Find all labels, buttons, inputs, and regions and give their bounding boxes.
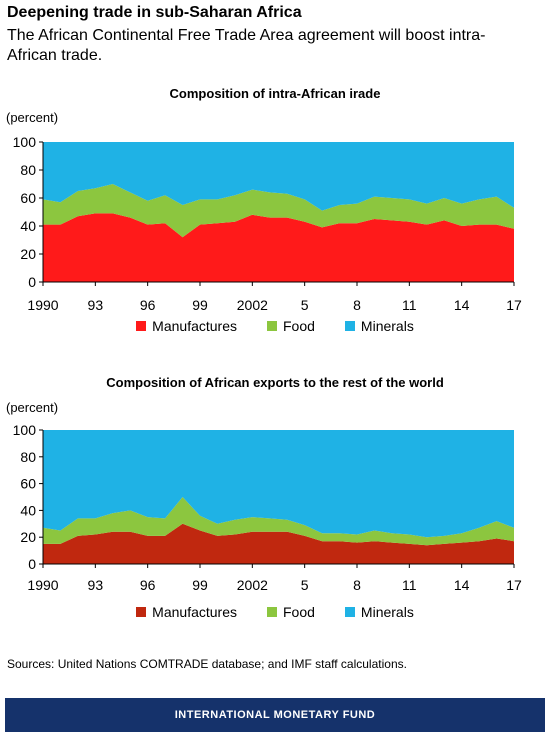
x-tick-label: 2002	[237, 297, 268, 313]
x-tick-label: 14	[454, 577, 470, 593]
x-tick-label: 17	[506, 297, 522, 313]
chart1-unit-label: (percent)	[6, 110, 59, 125]
chart1-legend: Manufactures Food Minerals	[0, 318, 550, 334]
y-tick-label: 20	[20, 246, 36, 262]
legend-item-minerals: Minerals	[344, 318, 414, 334]
legend-swatch	[344, 607, 355, 617]
legend-item-food: Food	[267, 604, 315, 620]
x-tick-label: 5	[301, 297, 309, 313]
area-food	[43, 184, 514, 238]
legend-label: Minerals	[360, 604, 414, 620]
area-minerals	[43, 142, 514, 211]
chart1-title: Composition of intra-African irade	[169, 86, 381, 101]
legend-item-food: Food	[267, 318, 315, 334]
y-tick-label: 40	[20, 218, 36, 234]
imf-footer: INTERNATIONAL MONETARY FUND	[5, 698, 545, 732]
x-tick-label: 2002	[237, 577, 268, 593]
x-tick-label: 17	[506, 577, 522, 593]
x-tick-label: 93	[88, 577, 104, 593]
x-tick-label: 96	[140, 577, 156, 593]
legend-label: Food	[283, 318, 315, 334]
x-tick-label: 14	[454, 297, 470, 313]
legend-item-manufactures: Manufactures	[136, 318, 237, 334]
y-tick-label: 0	[28, 274, 36, 290]
area-food	[43, 497, 514, 546]
y-tick-label: 80	[20, 162, 36, 178]
x-tick-label: 11	[402, 577, 417, 593]
legend-label: Food	[283, 604, 315, 620]
legend-label: Manufactures	[152, 318, 237, 334]
x-tick-label: 99	[192, 577, 208, 593]
y-tick-label: 60	[20, 190, 36, 206]
legend-item-minerals: Minerals	[344, 604, 414, 620]
legend-swatch	[267, 607, 277, 617]
x-tick-label: 1990	[27, 577, 58, 593]
header-subtitle: The African Continental Free Trade Area …	[7, 27, 486, 64]
legend-label: Manufactures	[152, 604, 237, 620]
legend-swatch	[136, 607, 147, 617]
y-tick-label: 80	[20, 449, 36, 465]
y-tick-label: 0	[28, 556, 36, 572]
y-tick-label: 60	[20, 476, 36, 492]
y-tick-label: 100	[13, 422, 37, 438]
x-tick-label: 93	[88, 297, 104, 313]
x-tick-label: 99	[192, 297, 208, 313]
header-title: Deepening trade in sub-Saharan Africa	[7, 4, 302, 21]
y-tick-label: 40	[20, 502, 36, 518]
x-tick-label: 8	[353, 297, 361, 313]
chart2-title: Composition of African exports to the re…	[106, 375, 444, 390]
area-minerals	[43, 430, 514, 538]
x-tick-label: 8	[353, 577, 361, 593]
legend-item-manufactures: Manufactures	[136, 604, 237, 620]
chart2-legend: Manufactures Food Minerals	[0, 604, 550, 620]
x-tick-label: 96	[140, 297, 156, 313]
area-manufactures	[43, 213, 514, 282]
legend-swatch	[344, 321, 355, 331]
x-tick-label: 5	[301, 577, 309, 593]
footer-label: INTERNATIONAL MONETARY FUND	[174, 709, 376, 721]
y-tick-label: 20	[20, 529, 36, 545]
x-tick-label: 11	[402, 297, 417, 313]
area-manufactures	[43, 523, 514, 564]
sources-note: Sources: United Nations COMTRADE databas…	[7, 657, 407, 671]
y-tick-label: 100	[13, 134, 37, 150]
chart2-svg: 0 20 40 60 80 100 1990 93 96 99 2002 5 8 11 14 17	[13, 422, 522, 593]
legend-swatch	[136, 321, 147, 331]
chart2-unit-label: (percent)	[6, 400, 59, 415]
legend-swatch	[267, 321, 277, 331]
chart1-svg: 0 20 40 60 80 100 1990 93 96 99 2002 5 8 11 14 17	[13, 134, 522, 313]
legend-label: Minerals	[360, 318, 414, 334]
x-tick-label: 1990	[27, 297, 58, 313]
